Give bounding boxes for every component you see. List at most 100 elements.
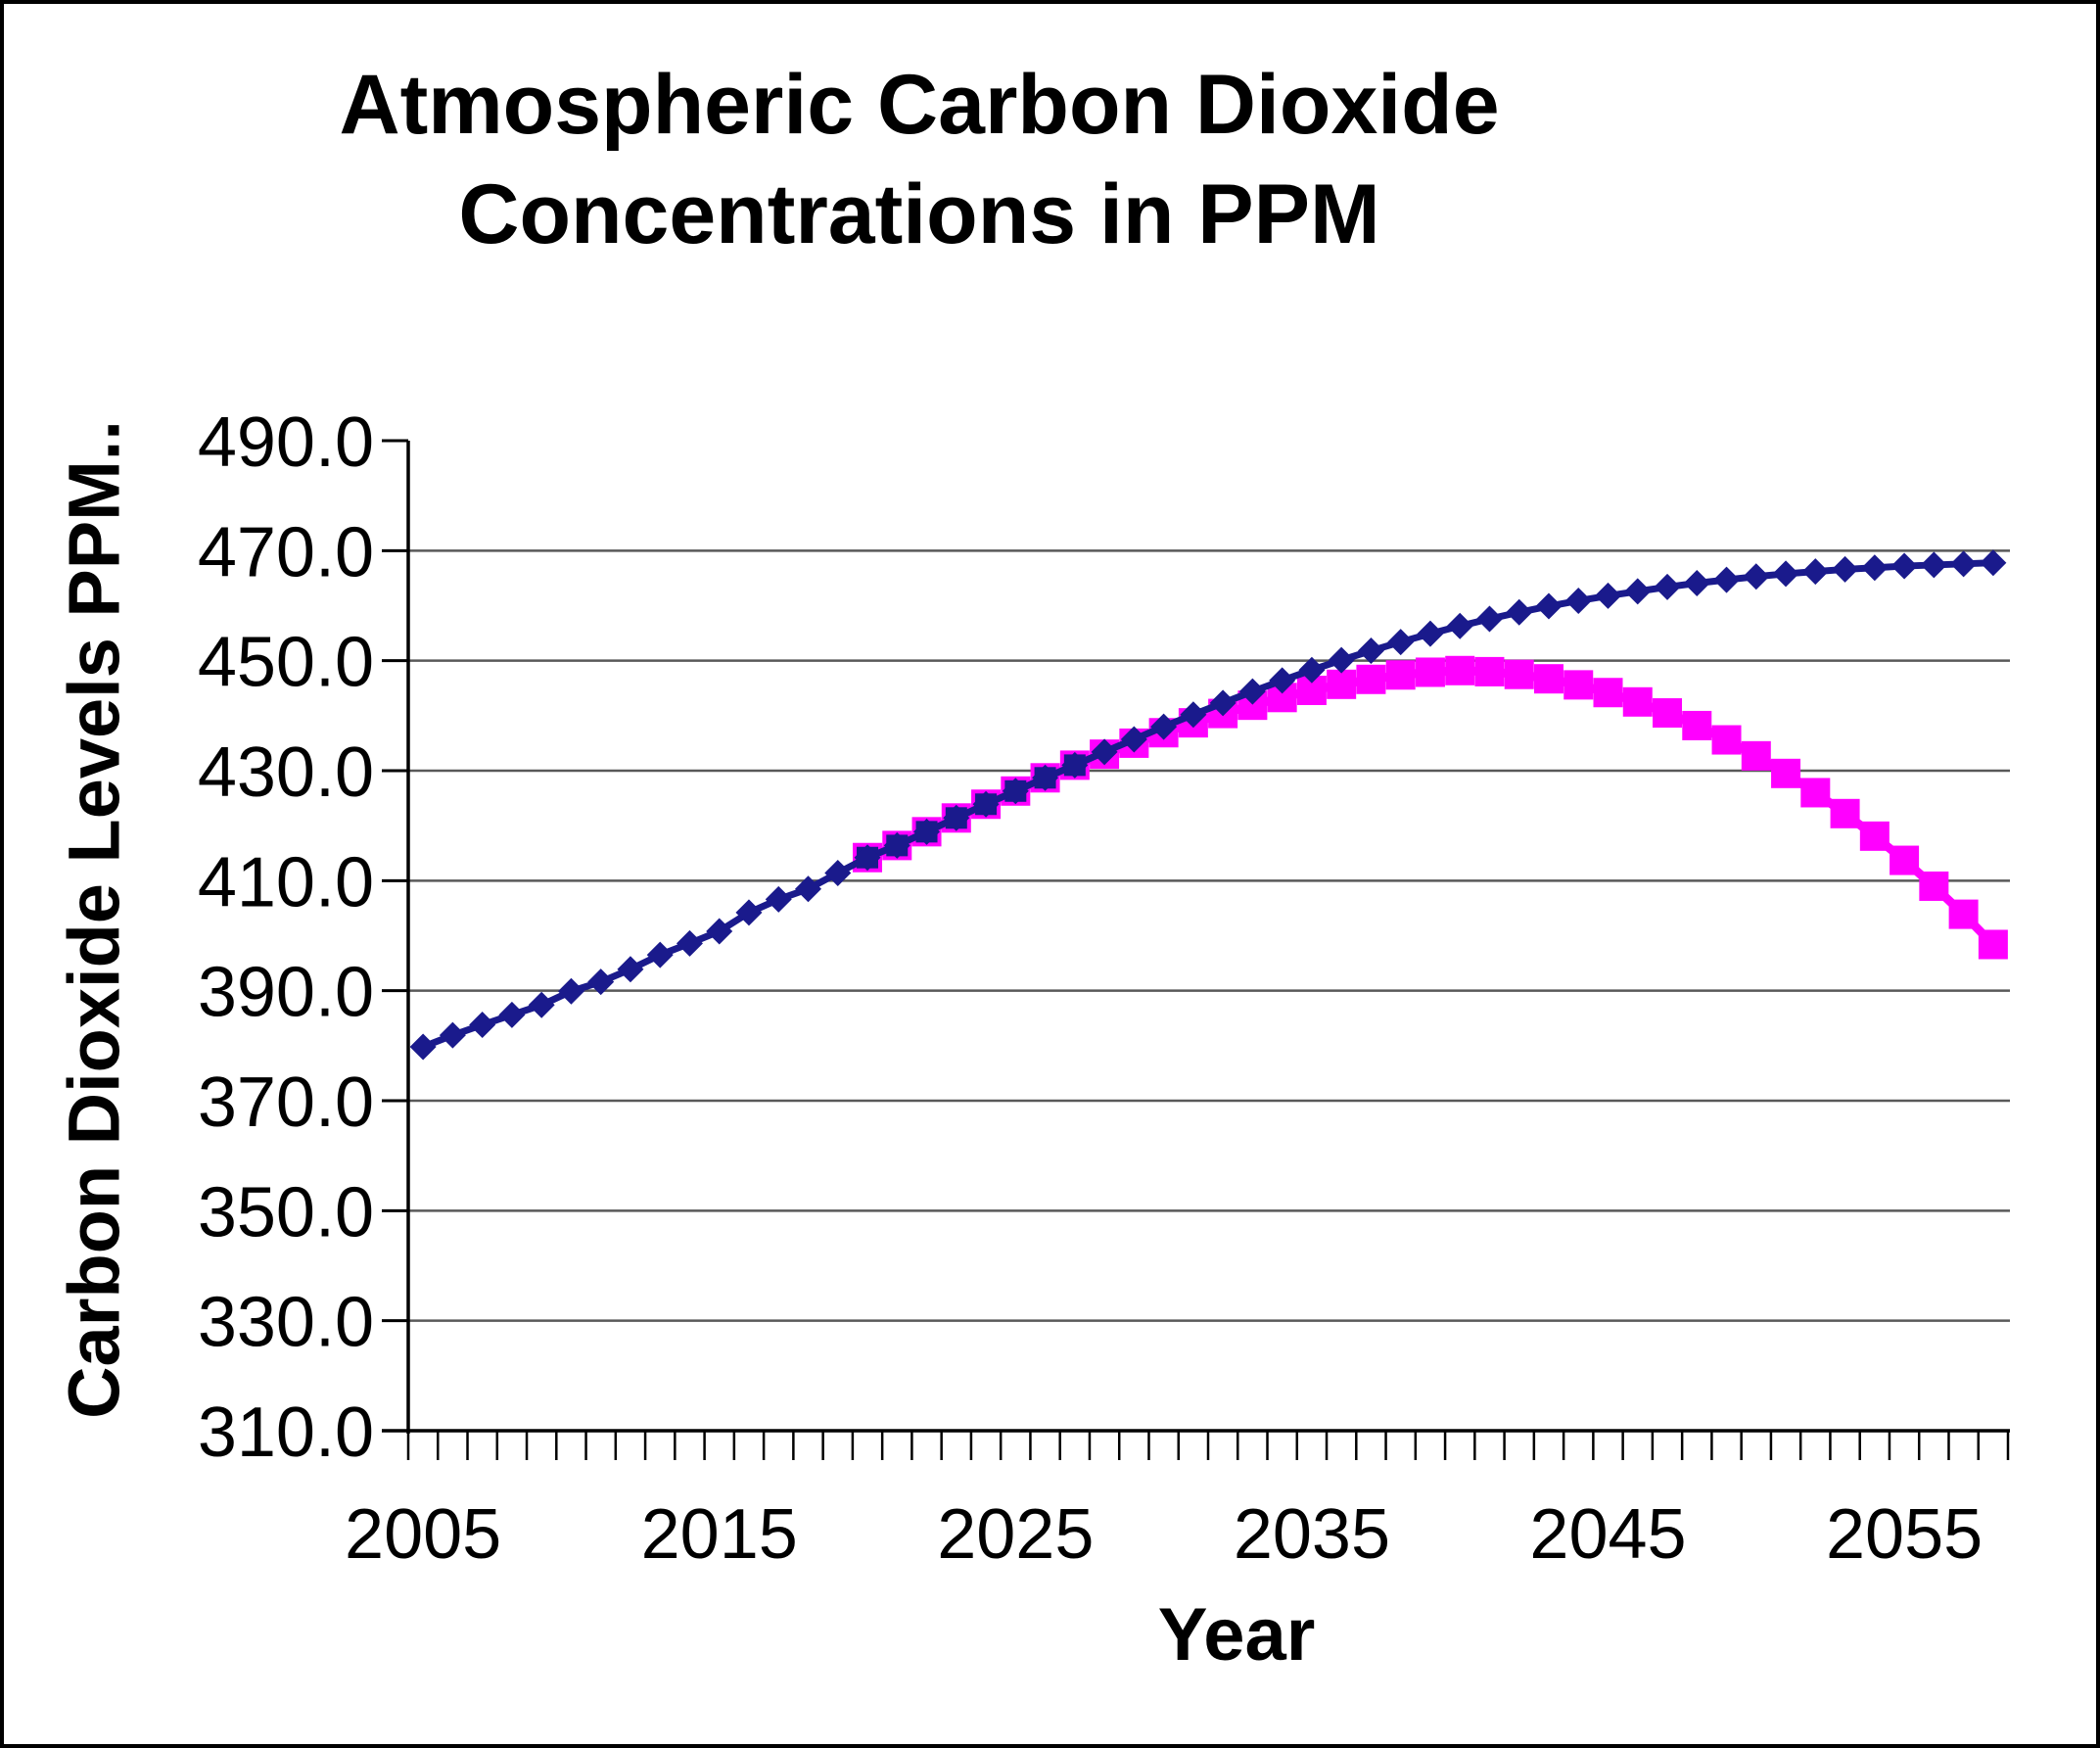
reduction-series-marker-2043 (1533, 664, 1563, 694)
projection-series-marker-2034 (1269, 667, 1296, 694)
y-tick-label-330.0: 330.0 (198, 1284, 374, 1362)
projection-series-marker-2007 (469, 1011, 496, 1038)
y-axis-title: Carbon Dioxide Levels PPM.. (53, 420, 135, 1419)
reduction-series-marker-2050 (1741, 740, 1771, 771)
y-tick-label-490.0: 490.0 (198, 403, 374, 482)
reduction-series-marker-2042 (1504, 659, 1534, 689)
projection-series-marker-2055 (1890, 552, 1918, 580)
projection-series-marker-2015 (706, 918, 733, 945)
reduction-series-marker-2051 (1771, 758, 1801, 788)
reduction-series-marker-2038 (1385, 660, 1416, 690)
projection-series-marker-2049 (1713, 566, 1741, 593)
reduction-series-marker-2037 (1356, 664, 1386, 694)
projection-series-marker-2045 (1595, 582, 1621, 609)
projection-series-marker-2012 (617, 956, 644, 983)
reduction-series-marker-2039 (1415, 657, 1445, 687)
projection-series-marker-2037 (1357, 638, 1384, 665)
x-tick-label-2015: 2015 (641, 1495, 798, 1574)
projection-series-marker-2027 (1061, 751, 1089, 779)
projection-series-marker-2033 (1238, 678, 1266, 705)
y-tick-label-390.0: 390.0 (198, 954, 374, 1032)
projection-series-marker-2042 (1506, 598, 1533, 626)
projection-series-marker-2030 (1150, 713, 1178, 740)
reduction-series-marker-2041 (1474, 656, 1505, 686)
projection-series-marker-2014 (676, 929, 703, 957)
y-tick-label-370.0: 370.0 (198, 1063, 374, 1142)
reduction-series-marker-2052 (1800, 778, 1831, 808)
projection-series-marker-2040 (1446, 612, 1473, 639)
reduction-series-marker-2053 (1830, 798, 1860, 828)
projection-series-marker-2041 (1475, 605, 1503, 633)
x-tick-label-2035: 2035 (1234, 1495, 1390, 1574)
reduction-series-marker-2055 (1890, 845, 1920, 875)
projection-series-marker-2048 (1683, 569, 1710, 596)
reduction-series-marker-2044 (1563, 670, 1594, 700)
projection-series-marker-2024 (972, 790, 1000, 818)
projection-series-marker-2052 (1801, 558, 1829, 586)
projection-series-marker-2018 (795, 875, 821, 903)
projection-series-marker-2035 (1298, 656, 1326, 684)
projection-series-marker-2036 (1328, 646, 1355, 674)
reduction-series-marker-2049 (1711, 725, 1742, 755)
projection-series-marker-2043 (1535, 592, 1563, 620)
projection-series-marker-2008 (498, 1001, 526, 1028)
projection-series-marker-2054 (1861, 554, 1889, 582)
projection-series-marker-2026 (1032, 764, 1059, 791)
y-tick-label-310.0: 310.0 (198, 1394, 374, 1472)
projection-series-marker-2032 (1209, 689, 1237, 717)
projection-series-marker-2011 (587, 968, 615, 996)
projection-series-marker-2017 (765, 885, 792, 913)
reduction-series-marker-2047 (1653, 698, 1683, 729)
reduction-series-marker-2045 (1593, 678, 1623, 708)
projection-series-marker-2019 (824, 859, 852, 886)
projection-series-marker-2006 (439, 1021, 466, 1049)
projection-series-marker-2013 (646, 941, 674, 968)
x-tick-label-2025: 2025 (937, 1495, 1094, 1574)
projection-series-marker-2010 (557, 977, 584, 1005)
x-tick-label-2045: 2045 (1529, 1495, 1686, 1574)
reduction-series-marker-2048 (1682, 710, 1712, 740)
x-axis-title: Year (1157, 1593, 1316, 1677)
projection-series-marker-2046 (1624, 578, 1652, 605)
projection-series-marker-2050 (1743, 563, 1770, 591)
projection-series-marker-2028 (1091, 738, 1118, 766)
projection-series-marker-2022 (913, 818, 941, 845)
projection-series-marker-2058 (1980, 549, 2007, 577)
reduction-series-marker-2058 (1978, 929, 2008, 960)
reduction-series-marker-2054 (1859, 821, 1890, 851)
reduction-series-marker-2036 (1327, 669, 1357, 699)
projection-series-marker-2029 (1120, 726, 1147, 753)
x-tick-label-2055: 2055 (1826, 1495, 1983, 1574)
chart-title-line-2: Concentrations in PPM (458, 166, 1380, 261)
reduction-series-marker-2057 (1948, 899, 1979, 929)
projection-series-marker-2047 (1654, 573, 1681, 600)
y-tick-label-430.0: 430.0 (198, 733, 374, 812)
co2-line-chart-plot: 310.0 330.0 350.0 370.0 390.0 410.0 430.0 450.0… (198, 403, 2010, 1574)
y-tick-label-450.0: 450.0 (198, 624, 374, 702)
projection-series-marker-2038 (1387, 629, 1415, 656)
reduction-series-marker-2056 (1919, 871, 1949, 901)
projection-series-line (421, 559, 1994, 1051)
projection-series-marker-2016 (735, 899, 763, 926)
projection-series-marker-2025 (1002, 778, 1029, 805)
projection-series-marker-2023 (943, 804, 970, 831)
projection-series-marker-2051 (1772, 560, 1799, 588)
y-tick-label-350.0: 350.0 (198, 1173, 374, 1252)
reduction-series-marker-2040 (1445, 655, 1475, 685)
y-tick-label-410.0: 410.0 (198, 843, 374, 921)
projection-series-marker-2005 (409, 1033, 437, 1061)
chart-title: Atmospheric Carbon Dioxide Concentration… (4, 51, 1835, 270)
x-tick-label-2005: 2005 (345, 1495, 501, 1574)
projection-series-marker-2021 (883, 831, 910, 859)
projection-series-marker-2053 (1832, 555, 1859, 583)
projection-series-marker-2044 (1564, 587, 1592, 614)
projection-series-marker-2039 (1417, 620, 1444, 647)
projection-series-marker-2031 (1180, 701, 1207, 729)
y-tick-label-470.0: 470.0 (198, 513, 374, 591)
projection-series-marker-2020 (854, 844, 881, 872)
reduction-series-line (865, 666, 1997, 948)
reduction-series-marker-2046 (1622, 686, 1653, 717)
projection-series-marker-2056 (1920, 551, 1947, 579)
projection-series-marker-2057 (1950, 550, 1978, 578)
